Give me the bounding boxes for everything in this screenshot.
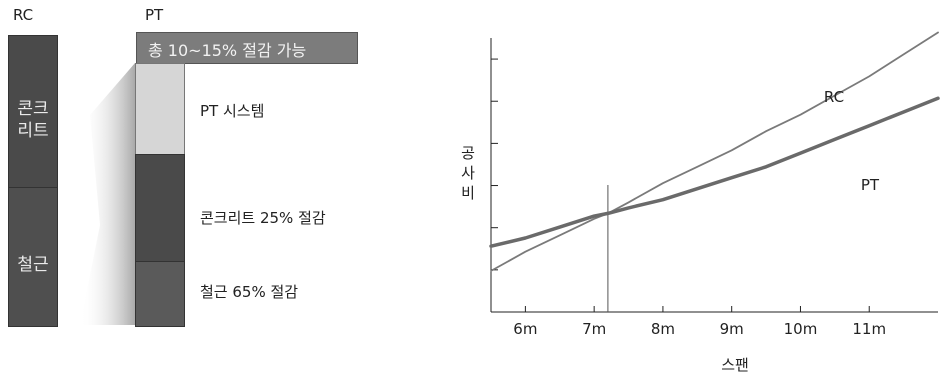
- x-ticks: 6m 7m 8m 9m 10m 11m: [513, 306, 886, 338]
- rc-concrete-text: 콘크 리트: [17, 99, 49, 141]
- series-line-rc: [490, 31, 939, 272]
- series-line-pt: [489, 96, 940, 248]
- rc-rebar-text: 철근: [17, 255, 49, 275]
- pt-header: PT: [145, 6, 164, 24]
- y-label-char: 비: [461, 184, 475, 202]
- series-labels: RC PT: [824, 88, 880, 194]
- x-tick-label: 7m: [582, 320, 606, 338]
- rc-concrete-block: [8, 35, 58, 189]
- projection-shadow: [80, 63, 135, 325]
- pt-system-label: PT 시스템: [200, 102, 265, 120]
- pt-system-block: [135, 63, 185, 155]
- x-tick-label: 11m: [852, 320, 886, 338]
- rc-rebar-block: [8, 187, 58, 327]
- x-tick-label: 6m: [513, 320, 537, 338]
- x-tick-label: 10m: [784, 320, 818, 338]
- pt-concrete-block: [135, 154, 185, 262]
- pt-concrete-label: 콘크리트 25% 절감: [200, 209, 326, 227]
- pt-rebar-block: [135, 261, 185, 327]
- series-label-rc: RC: [824, 88, 844, 106]
- x-tick-label: 8m: [651, 320, 675, 338]
- x-axis-label: 스팬: [721, 356, 749, 374]
- chart-series: [489, 31, 940, 272]
- rc-header: RC: [13, 6, 34, 24]
- y-label-char: 공: [461, 144, 475, 162]
- series-label-pt: PT: [861, 176, 880, 194]
- rc-rebar-label: 철근: [8, 254, 58, 276]
- y-ticks: [491, 58, 498, 271]
- rc-concrete-label: 콘크 리트: [8, 98, 58, 142]
- y-label-char: 사: [461, 164, 475, 182]
- pt-banner-text: 총 10~15% 절감 가능: [148, 41, 307, 60]
- chart-axes: [490, 38, 938, 313]
- x-tick-label: 9m: [720, 320, 744, 338]
- pt-rebar-label: 철근 65% 절감: [200, 283, 299, 301]
- pt-banner: [136, 32, 358, 64]
- y-axis-label: 공사비: [461, 144, 475, 202]
